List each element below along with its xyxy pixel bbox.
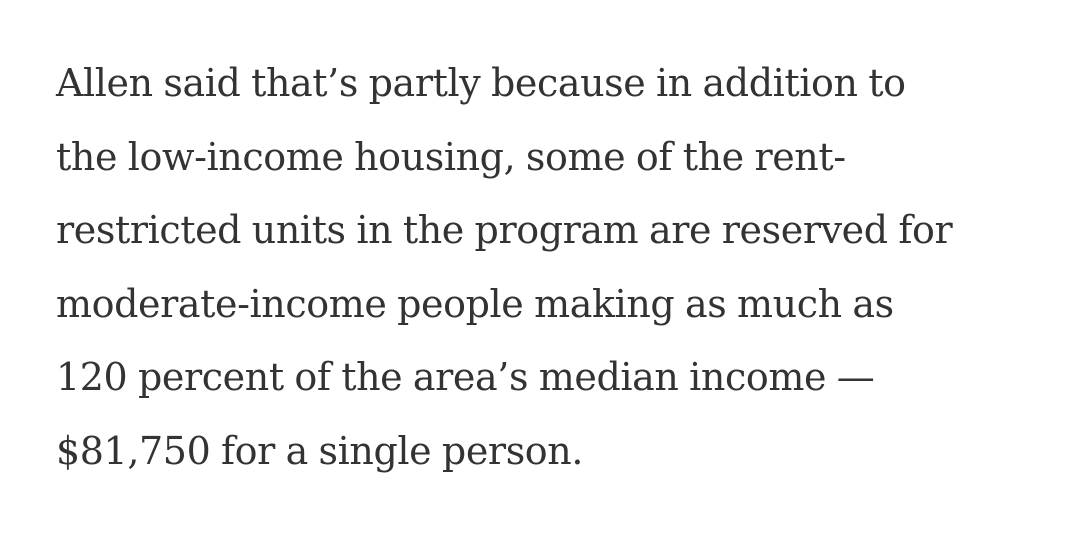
paragraph-line-5: 120 percent of the area’s median income … bbox=[56, 355, 875, 399]
paragraph-line-3: restricted units in the program are rese… bbox=[56, 208, 953, 252]
paragraph-line-6: $81,750 for a single person. bbox=[56, 428, 584, 473]
paragraph-line-2: the low-income housing, some of the rent… bbox=[56, 134, 846, 179]
paragraph-line-1: Allen said that’s partly because in addi… bbox=[56, 61, 906, 105]
paragraph-line-4: moderate-income people making as much as bbox=[56, 281, 894, 326]
article-paragraph: Allen said that’s partly because in addi… bbox=[56, 47, 1066, 488]
